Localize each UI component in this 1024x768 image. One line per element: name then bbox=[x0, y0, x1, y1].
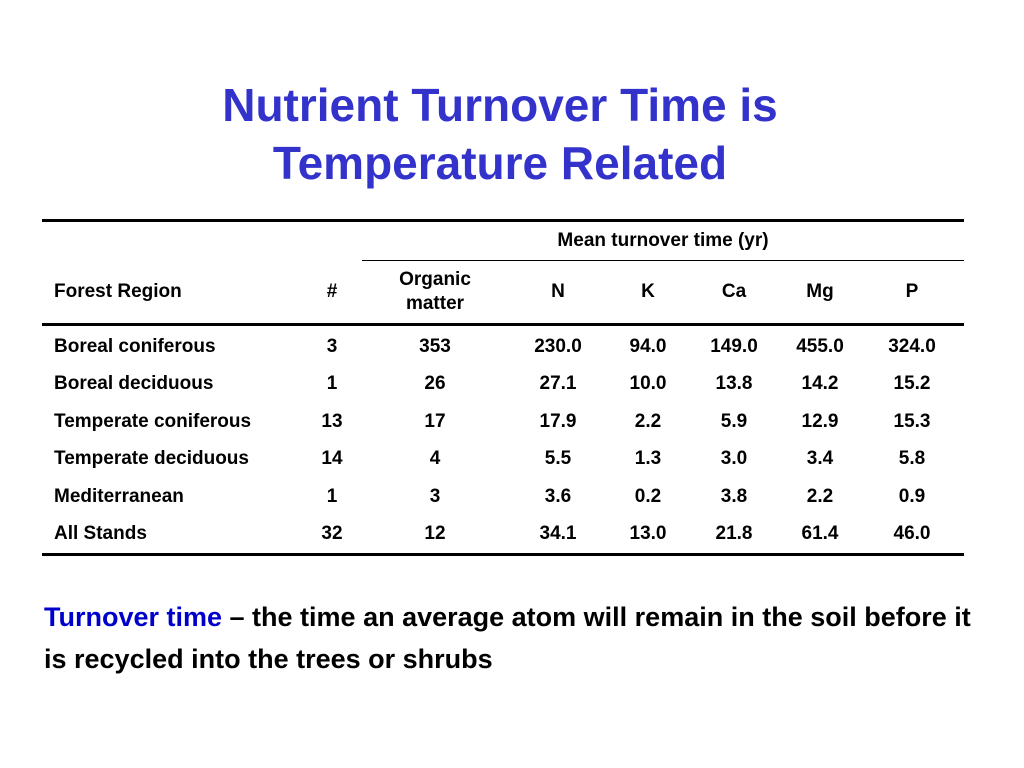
title-line-2: Temperature Related bbox=[272, 137, 728, 189]
cell-region: Temperate deciduous bbox=[54, 448, 249, 470]
cell-ca: 3.8 bbox=[720, 485, 748, 507]
group-header-mean-turnover: Mean turnover time (yr) bbox=[362, 219, 964, 261]
cell-p: 0.9 bbox=[898, 485, 926, 507]
cell-p: 46.0 bbox=[860, 515, 964, 556]
cell-count: 32 bbox=[302, 515, 362, 556]
cell-k: 13.0 bbox=[608, 515, 688, 556]
cell-mg: 2.2 bbox=[806, 485, 834, 507]
cell-n: 5.5 bbox=[544, 448, 572, 470]
cell-n: 3.6 bbox=[544, 485, 572, 507]
cell-mg: 61.4 bbox=[780, 515, 860, 556]
definition-body: – the time an average atom will remain i… bbox=[44, 602, 971, 674]
slide-title: Nutrient Turnover Time is Temperature Re… bbox=[0, 76, 1000, 192]
column-header-k: K bbox=[608, 260, 688, 326]
table-row: Temperate coniferous 13 17 17.9 2.2 5.9 … bbox=[42, 403, 964, 441]
cell-ca: 13.8 bbox=[715, 373, 753, 395]
column-header-p: P bbox=[860, 260, 964, 326]
title-line-1: Nutrient Turnover Time is bbox=[222, 79, 778, 131]
cell-organic: 26 bbox=[424, 373, 446, 395]
cell-p: 15.3 bbox=[893, 410, 931, 432]
cell-ca: 21.8 bbox=[688, 515, 780, 556]
turnover-table: Mean turnover time (yr) Forest Region # … bbox=[42, 219, 964, 556]
cell-p: 324.0 bbox=[888, 335, 936, 357]
cell-count: 1 bbox=[326, 485, 338, 507]
cell-k: 1.3 bbox=[634, 448, 662, 470]
column-header-forest-region: Forest Region bbox=[42, 260, 302, 326]
cell-region: Boreal deciduous bbox=[54, 373, 214, 395]
cell-region: Mediterranean bbox=[54, 485, 184, 507]
cell-k: 2.2 bbox=[634, 410, 662, 432]
header-blank-count bbox=[302, 219, 362, 261]
table-row: Temperate deciduous 14 4 5.5 1.3 3.0 3.4… bbox=[42, 441, 964, 479]
cell-region: Boreal coniferous bbox=[54, 335, 216, 357]
organic-line-1: Organic bbox=[399, 269, 471, 290]
cell-organic: 12 bbox=[362, 515, 508, 556]
cell-mg: 14.2 bbox=[801, 373, 839, 395]
cell-organic: 17 bbox=[424, 410, 446, 432]
cell-count: 14 bbox=[321, 448, 343, 470]
cell-k: 10.0 bbox=[629, 373, 667, 395]
cell-organic: 3 bbox=[429, 485, 441, 507]
cell-ca: 5.9 bbox=[720, 410, 748, 432]
cell-ca: 149.0 bbox=[710, 335, 758, 357]
cell-count: 1 bbox=[326, 373, 338, 395]
cell-k: 94.0 bbox=[629, 335, 667, 357]
cell-n: 34.1 bbox=[508, 515, 608, 556]
cell-n: 27.1 bbox=[539, 373, 577, 395]
table-row: Boreal coniferous 3 353 230.0 94.0 149.0… bbox=[42, 325, 964, 366]
table-row: Boreal deciduous 1 26 27.1 10.0 13.8 14.… bbox=[42, 366, 964, 404]
cell-region: All Stands bbox=[42, 515, 302, 556]
cell-count: 13 bbox=[321, 410, 343, 432]
definition-text: Turnover time – the time an average atom… bbox=[44, 596, 984, 680]
cell-region: Temperate coniferous bbox=[54, 410, 252, 432]
cell-ca: 3.0 bbox=[720, 448, 748, 470]
definition-term: Turnover time bbox=[44, 602, 223, 632]
cell-n: 17.9 bbox=[539, 410, 577, 432]
cell-mg: 455.0 bbox=[796, 335, 844, 357]
table-row: Mediterranean 1 3 3.6 0.2 3.8 2.2 0.9 bbox=[42, 478, 964, 516]
cell-organic: 4 bbox=[429, 448, 441, 470]
column-header-count: # bbox=[302, 260, 362, 326]
turnover-table-container: Mean turnover time (yr) Forest Region # … bbox=[42, 219, 964, 556]
column-header-n: N bbox=[508, 260, 608, 326]
cell-mg: 3.4 bbox=[806, 448, 834, 470]
cell-organic: 353 bbox=[419, 335, 451, 357]
cell-n: 230.0 bbox=[534, 335, 582, 357]
organic-line-2: matter bbox=[405, 293, 465, 314]
column-header-mg: Mg bbox=[780, 260, 860, 326]
cell-count: 3 bbox=[326, 335, 338, 357]
cell-p: 5.8 bbox=[898, 448, 926, 470]
cell-p: 15.2 bbox=[893, 373, 931, 395]
column-header-ca: Ca bbox=[688, 260, 780, 326]
cell-k: 0.2 bbox=[634, 485, 662, 507]
header-blank-region bbox=[42, 219, 302, 261]
table-row: All Stands 32 12 34.1 13.0 21.8 61.4 46.… bbox=[42, 515, 964, 556]
column-header-organic-matter: Organic matter bbox=[362, 260, 508, 326]
cell-mg: 12.9 bbox=[801, 410, 839, 432]
